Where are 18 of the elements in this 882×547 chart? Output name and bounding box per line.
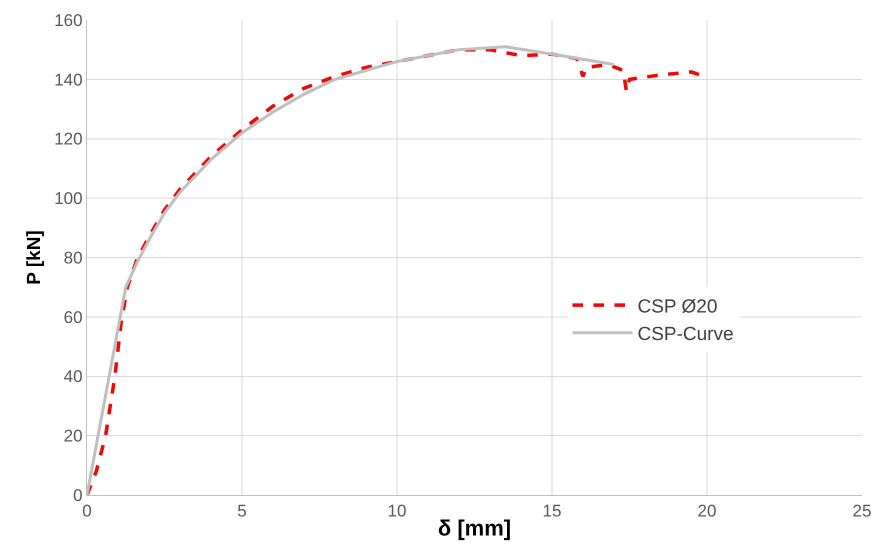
y-tick-label: 60 [64, 308, 83, 327]
y-tick-label: 40 [64, 367, 83, 386]
y-tick-label: 140 [54, 70, 83, 90]
legend-label: CSP-Curve [638, 324, 734, 346]
x-axis-title: δ [mm] [438, 515, 512, 540]
y-tick-label: 20 [64, 426, 83, 446]
y-tick-label: 100 [54, 189, 83, 208]
x-tick-label: 10 [388, 501, 406, 520]
x-tick-label: 20 [698, 501, 716, 520]
x-tick-label: 25 [852, 501, 872, 520]
legend-label: CSP Ø20 [638, 296, 718, 318]
x-tick-label: 15 [542, 501, 562, 520]
y-axis-title: P [kN] [24, 230, 46, 285]
y-tick-label: 0 [73, 486, 83, 505]
x-tick-label: 5 [237, 501, 247, 520]
y-tick-label: 80 [64, 248, 83, 268]
y-tick-label: 160 [54, 10, 83, 30]
y-tick-label: 120 [54, 130, 83, 149]
